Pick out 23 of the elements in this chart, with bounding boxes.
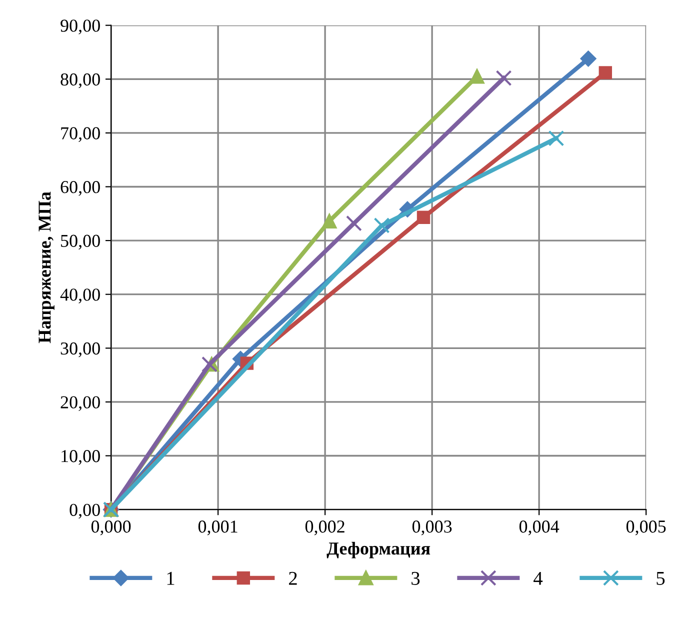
legend-label: 4 [534, 572, 543, 585]
y-axis-title: Напряжение, МПа [38, 192, 54, 344]
legend-label: 5 [656, 572, 665, 585]
x-tick-label: 0,000 [91, 520, 131, 536]
y-tick-label: 40,00 [60, 288, 100, 304]
x-tick-label: 0,003 [412, 520, 452, 536]
x-tick-label: 0,001 [198, 520, 238, 536]
y-tick-label: 10,00 [62, 450, 100, 465]
y-tick-label: 20,00 [60, 396, 100, 411]
legend-label: 2 [289, 572, 297, 585]
y-tick-label: 90,00 [60, 20, 100, 34]
y-tick-label: 70,00 [61, 127, 100, 142]
x-tick-label: 0,002 [305, 520, 344, 536]
y-tick-label: 60,00 [60, 180, 100, 196]
y-tick-label: 0,00 [70, 504, 100, 519]
y-tick-label: 30,00 [60, 342, 100, 358]
y-tick-label: 80,00 [60, 73, 100, 88]
legend-label: 1 [167, 572, 174, 585]
x-axis-title: Деформация [326, 542, 430, 558]
legend-label: 3 [412, 572, 420, 585]
x-tick-label: 0,004 [519, 520, 560, 536]
y-tick-label: 50,00 [61, 234, 100, 250]
x-tick-label: 0,005 [626, 520, 666, 536]
